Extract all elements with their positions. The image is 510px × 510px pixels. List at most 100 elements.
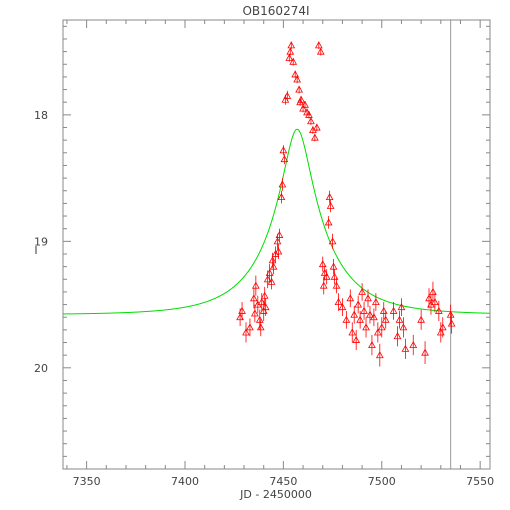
data-point (356, 310, 365, 329)
triangle-marker (389, 306, 398, 314)
x-tick-labels: 7350 7400 7450 7500 7550 (73, 475, 495, 488)
data-point (275, 228, 284, 242)
triangle-marker (267, 277, 276, 285)
triangle-marker (307, 117, 315, 125)
triangle-marker (301, 100, 309, 108)
data-point (364, 289, 372, 308)
y-tick-label: 19 (34, 235, 48, 248)
triangle-marker (260, 291, 269, 299)
data-point (312, 123, 321, 132)
triangle-marker (326, 201, 335, 209)
data-point (371, 293, 380, 311)
triangle-marker (421, 348, 429, 356)
triangle-marker (291, 70, 300, 78)
x-tick-label: 7550 (466, 475, 494, 488)
data-point (242, 322, 250, 343)
triangle-marker (246, 323, 254, 331)
model-fit-curve (63, 128, 490, 315)
data-point (297, 95, 305, 104)
data-point (328, 233, 337, 249)
triangle-marker (397, 303, 406, 311)
data-point (395, 310, 404, 329)
data-point (269, 259, 278, 275)
data-point (318, 256, 327, 272)
data-point (393, 326, 402, 347)
x-tick-label: 7450 (269, 475, 297, 488)
data-point (249, 288, 258, 309)
data-point (354, 295, 363, 314)
data-point (330, 269, 339, 285)
x-axis-title: JD - 2450000 (239, 488, 312, 501)
data-point (274, 243, 283, 260)
triangle-marker (316, 47, 325, 55)
triangle-marker (305, 110, 313, 118)
triangle-marker (324, 218, 333, 226)
data-point (370, 308, 378, 327)
triangle-marker (332, 281, 341, 289)
y-tick-labels: 18 19 20 (34, 109, 48, 375)
data-point (305, 110, 313, 119)
triangle-marker (297, 95, 305, 103)
data-point (287, 41, 296, 50)
x-tick-label: 7500 (368, 475, 396, 488)
data-point (267, 274, 276, 290)
triangle-marker (393, 332, 402, 340)
data-point (295, 85, 304, 94)
triangle-marker (371, 298, 380, 306)
triangle-marker (295, 85, 304, 93)
data-point (421, 341, 429, 365)
data-point (278, 178, 287, 191)
triangle-marker (318, 260, 327, 268)
data-point (277, 190, 286, 204)
data-point (280, 154, 289, 165)
data-point (350, 305, 359, 324)
triangle-marker (360, 306, 368, 314)
triangle-marker (352, 335, 361, 343)
data-point (322, 269, 331, 285)
data-point (447, 313, 456, 334)
triangle-marker (350, 310, 359, 318)
data-point (362, 317, 370, 338)
triangle-marker (431, 298, 439, 306)
data-point (324, 216, 333, 229)
data-point (301, 100, 309, 109)
triangle-marker (368, 341, 376, 349)
data-point (431, 291, 439, 313)
triangle-marker (314, 41, 323, 49)
data-point (325, 190, 334, 204)
data-point (316, 47, 325, 56)
data-point (332, 278, 341, 294)
plot-area (63, 20, 490, 469)
data-point (338, 298, 347, 316)
data-point (429, 281, 437, 303)
triangle-marker (356, 315, 365, 323)
plot-content (63, 20, 490, 469)
triangle-marker (256, 323, 265, 331)
triangle-marker (322, 272, 331, 280)
triangle-marker (293, 75, 302, 83)
triangle-marker (434, 306, 443, 314)
triangle-marker (429, 287, 437, 295)
triangle-marker (265, 268, 274, 276)
x-tick-label: 7400 (171, 475, 199, 488)
data-point (334, 293, 343, 311)
triangle-marker (269, 262, 278, 270)
triangle-marker (364, 294, 372, 302)
triangle-marker (377, 323, 386, 331)
data-point (438, 317, 447, 338)
triangle-marker (399, 323, 408, 331)
triangle-marker (286, 47, 295, 55)
triangle-marker (275, 230, 284, 238)
data-point (366, 305, 374, 324)
data-point (342, 310, 351, 329)
y-axis-title: I (34, 244, 37, 257)
triangle-marker (249, 294, 258, 302)
triangle-marker (310, 133, 319, 141)
triangle-marker (366, 310, 374, 318)
triangle-marker (277, 193, 286, 201)
triangle-marker (346, 294, 355, 302)
triangle-marker (251, 281, 260, 289)
data-point (251, 275, 260, 296)
triangle-marker (280, 155, 289, 163)
data-point (293, 75, 302, 84)
